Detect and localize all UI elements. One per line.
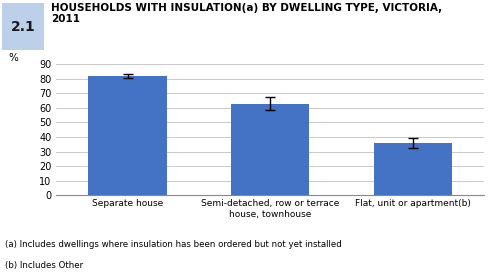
- Bar: [373, 143, 451, 195]
- Text: HOUSEHOLDS WITH INSULATION(a) BY DWELLING TYPE, VICTORIA,
2011: HOUSEHOLDS WITH INSULATION(a) BY DWELLIN…: [51, 3, 442, 24]
- Text: (a) Includes dwellings where insulation has been ordered but not yet installed: (a) Includes dwellings where insulation …: [5, 240, 341, 249]
- Text: %: %: [9, 53, 19, 63]
- Text: 2.1: 2.1: [11, 20, 36, 33]
- Bar: [88, 76, 166, 195]
- Bar: [230, 104, 309, 195]
- Text: (b) Includes Other: (b) Includes Other: [5, 261, 83, 270]
